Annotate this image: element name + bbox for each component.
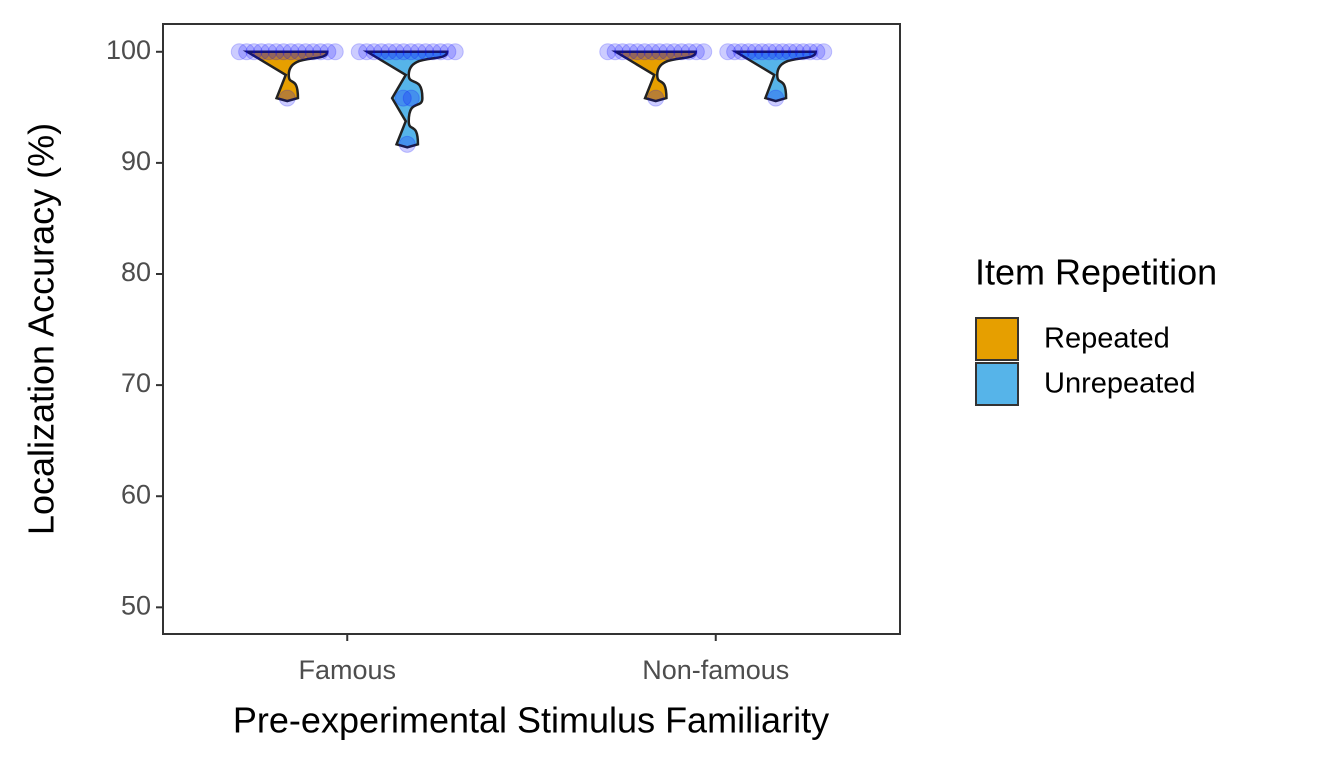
- data-point: [621, 43, 639, 61]
- legend-label: Unrepeated: [1044, 368, 1196, 400]
- data-point: [394, 89, 412, 107]
- violin: [731, 50, 818, 103]
- data-point: [409, 43, 427, 61]
- data-point: [267, 43, 285, 61]
- data-point: [643, 43, 661, 61]
- data-point: [746, 43, 764, 61]
- data-point: [402, 89, 420, 107]
- data-point: [628, 43, 646, 61]
- panel-border: [162, 23, 901, 635]
- data-point: [304, 43, 322, 61]
- data-point: [282, 43, 300, 61]
- data-point: [606, 43, 624, 61]
- violin: [242, 50, 329, 103]
- data-point: [774, 43, 792, 61]
- data-point: [446, 43, 464, 61]
- data-point: [753, 43, 771, 61]
- data-point: [252, 43, 270, 61]
- data-point: [650, 43, 668, 61]
- legend-key: [975, 362, 1019, 406]
- legend-label: Repeated: [1044, 323, 1170, 355]
- data-point: [417, 43, 435, 61]
- data-point: [319, 43, 337, 61]
- data-point: [311, 43, 329, 61]
- data-point: [238, 43, 256, 61]
- data-point: [794, 43, 812, 61]
- legend-key: [975, 317, 1019, 361]
- data-point: [801, 43, 819, 61]
- data-point: [726, 43, 744, 61]
- data-point: [767, 89, 785, 107]
- data-point: [808, 43, 826, 61]
- data-point: [380, 43, 398, 61]
- y-tick-label: 50: [121, 590, 151, 620]
- data-point: [760, 43, 778, 61]
- data-point: [245, 43, 263, 61]
- data-point: [636, 43, 654, 61]
- y-axis-title: Localization Accuracy (%): [21, 123, 62, 535]
- data-point: [365, 43, 383, 61]
- data-point: [599, 43, 617, 61]
- data-point: [289, 43, 307, 61]
- data-point: [787, 43, 805, 61]
- data-point: [732, 43, 750, 61]
- data-point: [719, 43, 737, 61]
- data-point: [395, 43, 413, 61]
- data-point: [815, 43, 833, 61]
- violin: [611, 50, 698, 103]
- violin: [362, 50, 449, 149]
- data-point: [614, 43, 632, 61]
- data-point: [647, 89, 665, 107]
- x-tick-label: Famous: [298, 655, 396, 685]
- data-point: [695, 43, 713, 61]
- data-point: [358, 43, 376, 61]
- data-point: [780, 43, 798, 61]
- data-point: [297, 43, 315, 61]
- data-point: [230, 43, 248, 61]
- data-point: [424, 43, 442, 61]
- data-point: [372, 43, 390, 61]
- y-tick-label: 70: [121, 368, 151, 398]
- data-point: [680, 43, 698, 61]
- data-point: [439, 43, 457, 61]
- data-point: [387, 43, 405, 61]
- y-tick-label: 100: [106, 35, 151, 65]
- data-point: [687, 43, 705, 61]
- data-point: [326, 43, 344, 61]
- data-point: [278, 89, 296, 107]
- data-point: [673, 43, 691, 61]
- legend-title: Item Repetition: [975, 252, 1217, 293]
- y-tick-label: 60: [121, 479, 151, 509]
- data-point: [260, 43, 278, 61]
- data-point: [739, 43, 757, 61]
- data-point: [658, 43, 676, 61]
- y-tick-label: 80: [121, 257, 151, 287]
- y-tick-label: 90: [121, 146, 151, 176]
- x-axis-title: Pre-experimental Stimulus Familiarity: [233, 700, 829, 741]
- data-point: [665, 43, 683, 61]
- x-tick-label: Non-famous: [642, 655, 789, 685]
- data-point: [275, 43, 293, 61]
- data-point: [350, 43, 368, 61]
- data-point: [767, 43, 785, 61]
- data-point: [398, 135, 416, 153]
- data-point: [402, 43, 420, 61]
- data-point: [431, 43, 449, 61]
